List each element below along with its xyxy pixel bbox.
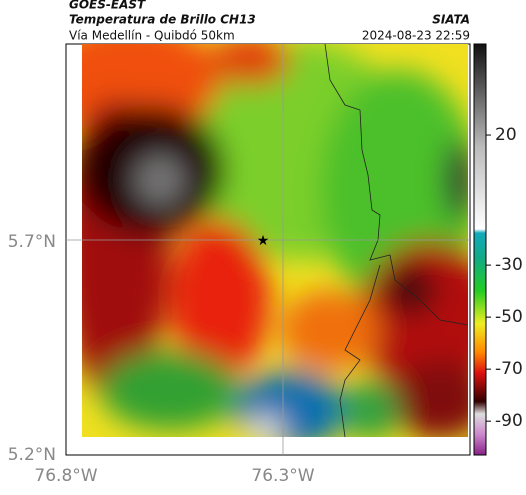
route: Vía Medellín - Quibdó 50km (69, 29, 235, 43)
timestamp: 2024-08-23 22:59 (362, 29, 470, 43)
colorbar-tick-label: -70 (495, 359, 523, 379)
lon-label: 76.3°W (251, 466, 314, 486)
colorbar-tick-label: 20 (495, 125, 517, 145)
temperature-field (82, 44, 468, 437)
colorbar-tick-label: -50 (495, 307, 523, 327)
location-marker: ★ (257, 233, 270, 249)
lon-label: 76.8°W (34, 466, 97, 486)
lat-label: 5.7°N (8, 232, 56, 252)
colorbar-tick-label: -90 (495, 411, 523, 431)
colorbar-tick-label: -30 (495, 255, 523, 275)
lat-label: 5.2°N (8, 445, 56, 465)
agency: SIATA (432, 13, 470, 27)
source: GOES-EAST (69, 0, 146, 12)
colorbar (473, 43, 487, 456)
product: Temperatura de Brillo CH13 (69, 13, 256, 27)
